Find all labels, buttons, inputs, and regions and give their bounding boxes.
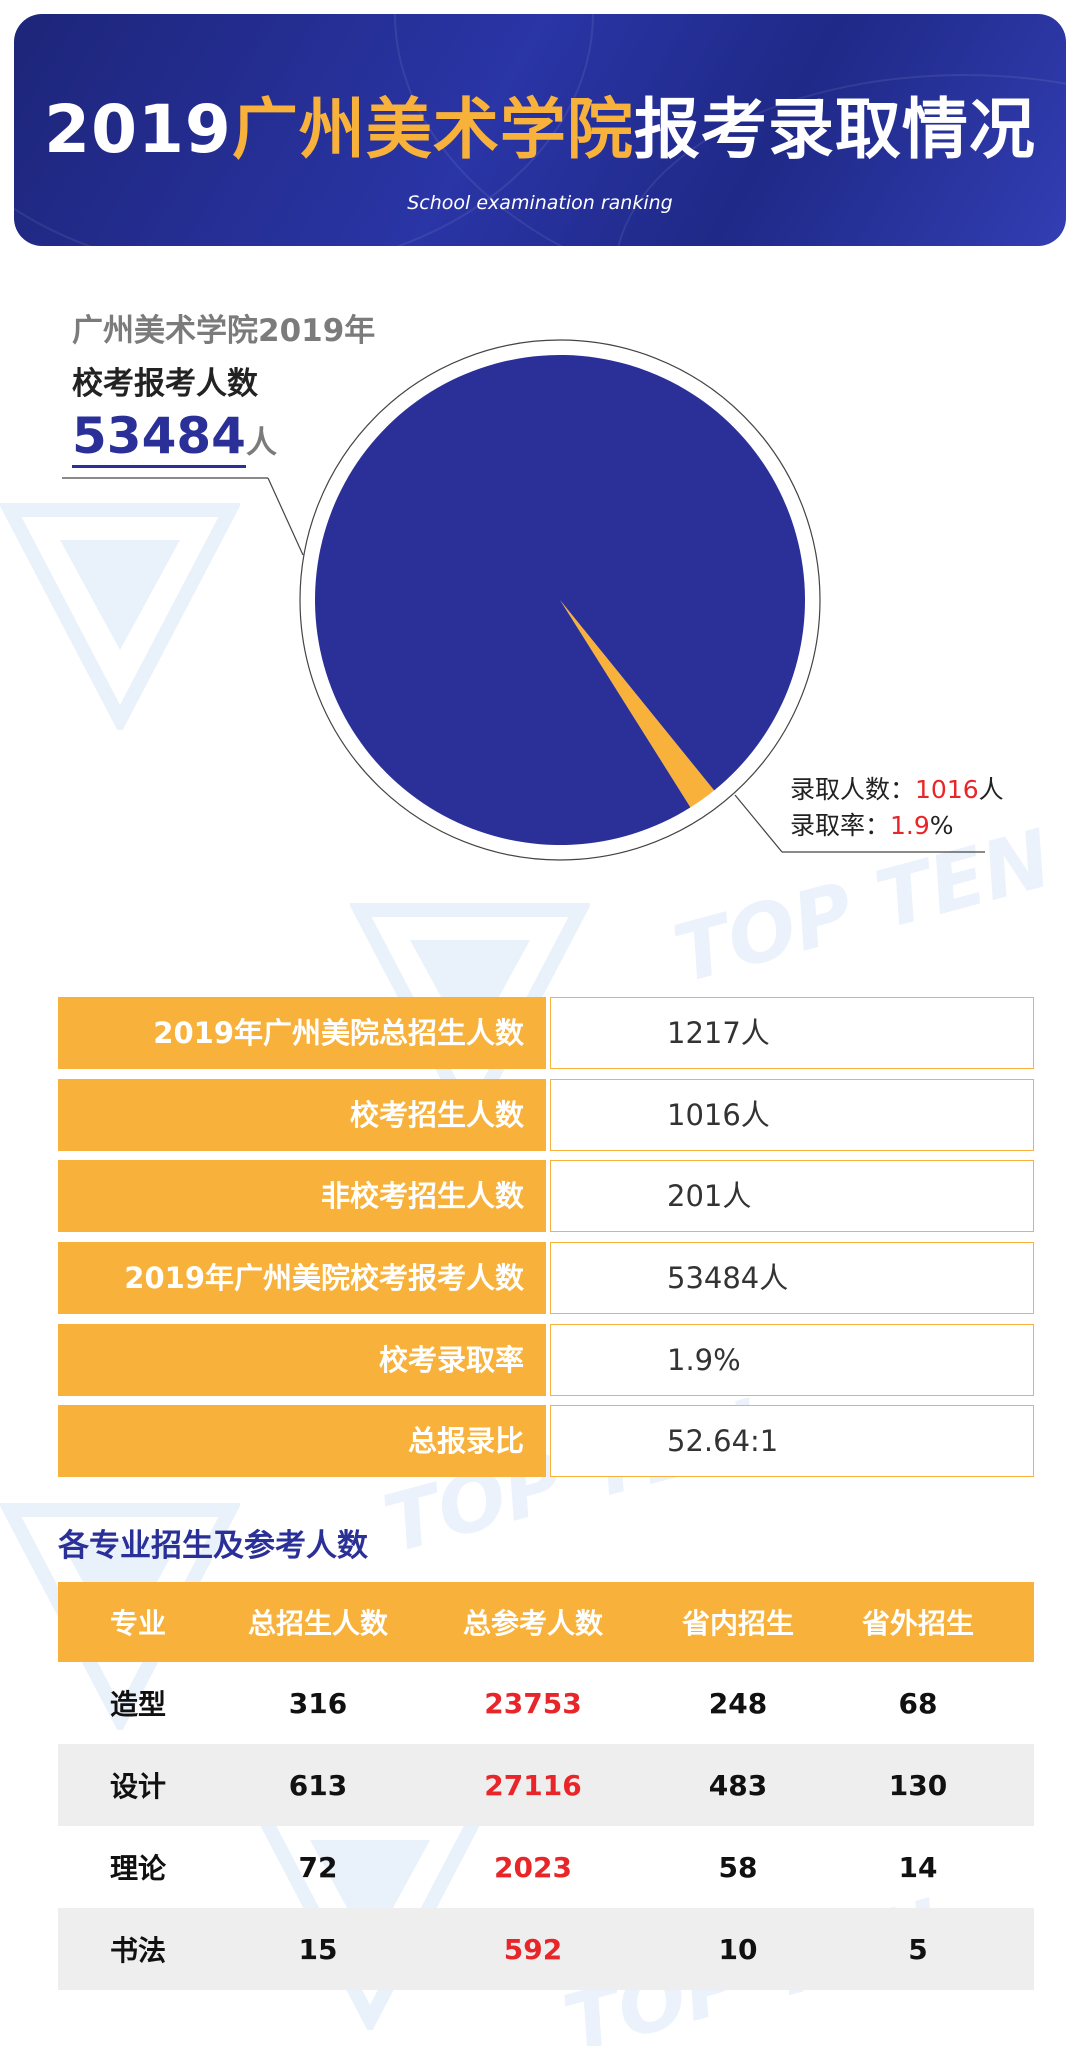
summary-row: 2019年广州美院校考报考人数 53484人 bbox=[58, 1242, 1034, 1314]
major-name: 设计 bbox=[109, 1770, 166, 1803]
total-enrollment: 72 bbox=[298, 1850, 338, 1884]
major-name: 理论 bbox=[109, 1852, 166, 1885]
column-header: 省内招生 bbox=[681, 1607, 794, 1640]
label-leader-line bbox=[267, 477, 304, 556]
summary-value: 1217人 bbox=[550, 997, 1034, 1069]
total-examinees: 27116 bbox=[484, 1768, 582, 1802]
out-province-enrollment: 5 bbox=[908, 1932, 928, 1966]
admitted-label: 录取人数： bbox=[790, 775, 916, 804]
applicants-count: 53484人 bbox=[72, 407, 375, 468]
applicants-label-line2: 校考报考人数 bbox=[72, 366, 258, 402]
summary-key: 2019年广州美院总招生人数 bbox=[58, 997, 546, 1069]
out-province-enrollment: 68 bbox=[898, 1686, 938, 1720]
in-province-enrollment: 58 bbox=[718, 1850, 758, 1884]
out-province-enrollment: 14 bbox=[898, 1850, 938, 1884]
column-header: 总参考人数 bbox=[462, 1607, 603, 1640]
summary-key: 总报录比 bbox=[58, 1405, 546, 1477]
column-header: 总招生人数 bbox=[247, 1607, 388, 1640]
table-row: 设计 613 27116 483 130 bbox=[58, 1744, 1034, 1826]
page-title: 2019广州美术学院报考录取情况 bbox=[14, 76, 1066, 172]
admitted-value: 1016 bbox=[915, 775, 979, 804]
summary-row: 校考招生人数 1016人 bbox=[58, 1079, 1034, 1151]
table-row: 造型 316 23753 248 68 bbox=[58, 1662, 1034, 1744]
majors-section-title: 各专业招生及参考人数 bbox=[58, 1528, 368, 1564]
total-examinees: 592 bbox=[503, 1932, 563, 1966]
table-row: 理论 72 2023 58 14 bbox=[58, 1826, 1034, 1908]
title-school: 广州美术学院 bbox=[231, 91, 634, 168]
in-province-enrollment: 483 bbox=[708, 1768, 768, 1802]
summary-value: 52.64:1 bbox=[550, 1405, 1034, 1477]
summary-value: 1.9% bbox=[550, 1324, 1034, 1396]
applicants-label-line1: 广州美术学院2019年 bbox=[72, 313, 376, 349]
summary-key: 校考招生人数 bbox=[58, 1079, 546, 1151]
total-enrollment: 613 bbox=[288, 1768, 348, 1802]
pie-slice-admitted bbox=[560, 600, 715, 808]
rate-label: 录取率： bbox=[790, 811, 891, 840]
admission-callout: 录取人数：1016人 录取率：1.9% bbox=[790, 772, 1004, 844]
total-examinees: 23753 bbox=[484, 1686, 582, 1720]
summary-row: 非校考招生人数 201人 bbox=[58, 1160, 1034, 1232]
summary-key: 非校考招生人数 bbox=[58, 1160, 546, 1232]
out-province-enrollment: 130 bbox=[888, 1768, 948, 1802]
pie-slice-not-admitted bbox=[315, 354, 806, 845]
applicants-label: 广州美术学院2019年 校考报考人数 53484人 bbox=[72, 305, 376, 468]
summary-key: 2019年广州美院校考报考人数 bbox=[58, 1242, 546, 1314]
major-name: 书法 bbox=[109, 1934, 166, 1967]
page-subtitle: School examination ranking bbox=[407, 192, 673, 214]
applicants-number: 53484 bbox=[72, 407, 246, 468]
summary-key: 校考录取率 bbox=[58, 1324, 546, 1396]
summary-value: 201人 bbox=[550, 1160, 1034, 1232]
summary-value: 53484人 bbox=[550, 1242, 1034, 1314]
admit-leader-line bbox=[734, 794, 783, 853]
in-province-enrollment: 248 bbox=[708, 1686, 768, 1720]
header-banner: 2019广州美术学院报考录取情况 School examination rank… bbox=[14, 14, 1066, 246]
total-enrollment: 15 bbox=[298, 1932, 338, 1966]
summary-row: 总报录比 52.64:1 bbox=[58, 1405, 1034, 1477]
summary-value: 1016人 bbox=[550, 1079, 1034, 1151]
column-header: 专业 bbox=[109, 1607, 166, 1640]
applicants-unit: 人 bbox=[245, 425, 277, 461]
title-year: 2019 bbox=[44, 91, 232, 168]
rate-line: 录取率：1.9% bbox=[790, 808, 1004, 844]
column-header: 省外招生 bbox=[861, 1607, 974, 1640]
pie-outer-ring bbox=[299, 339, 821, 861]
admitted-line: 录取人数：1016人 bbox=[790, 772, 1004, 808]
in-province-enrollment: 10 bbox=[718, 1932, 758, 1966]
table-header-row: 专业 总招生人数 总参考人数 省内招生 省外招生 bbox=[58, 1582, 1034, 1662]
admission-pie-chart bbox=[62, 339, 985, 861]
title-rest: 报考录取情况 bbox=[633, 91, 1036, 168]
majors-table: 专业 总招生人数 总参考人数 省内招生 省外招生 造型 316 23753 24… bbox=[58, 1582, 1034, 1990]
total-examinees: 2023 bbox=[494, 1850, 572, 1884]
total-enrollment: 316 bbox=[288, 1686, 348, 1720]
major-name: 造型 bbox=[109, 1688, 166, 1721]
rate-value: 1.9 bbox=[890, 811, 930, 840]
summary-row: 2019年广州美院总招生人数 1217人 bbox=[58, 997, 1034, 1069]
admitted-unit: 人 bbox=[978, 775, 1004, 804]
table-row: 书法 15 592 10 5 bbox=[58, 1908, 1034, 1990]
summary-row: 校考录取率 1.9% bbox=[58, 1324, 1034, 1396]
rate-unit: % bbox=[929, 811, 954, 840]
